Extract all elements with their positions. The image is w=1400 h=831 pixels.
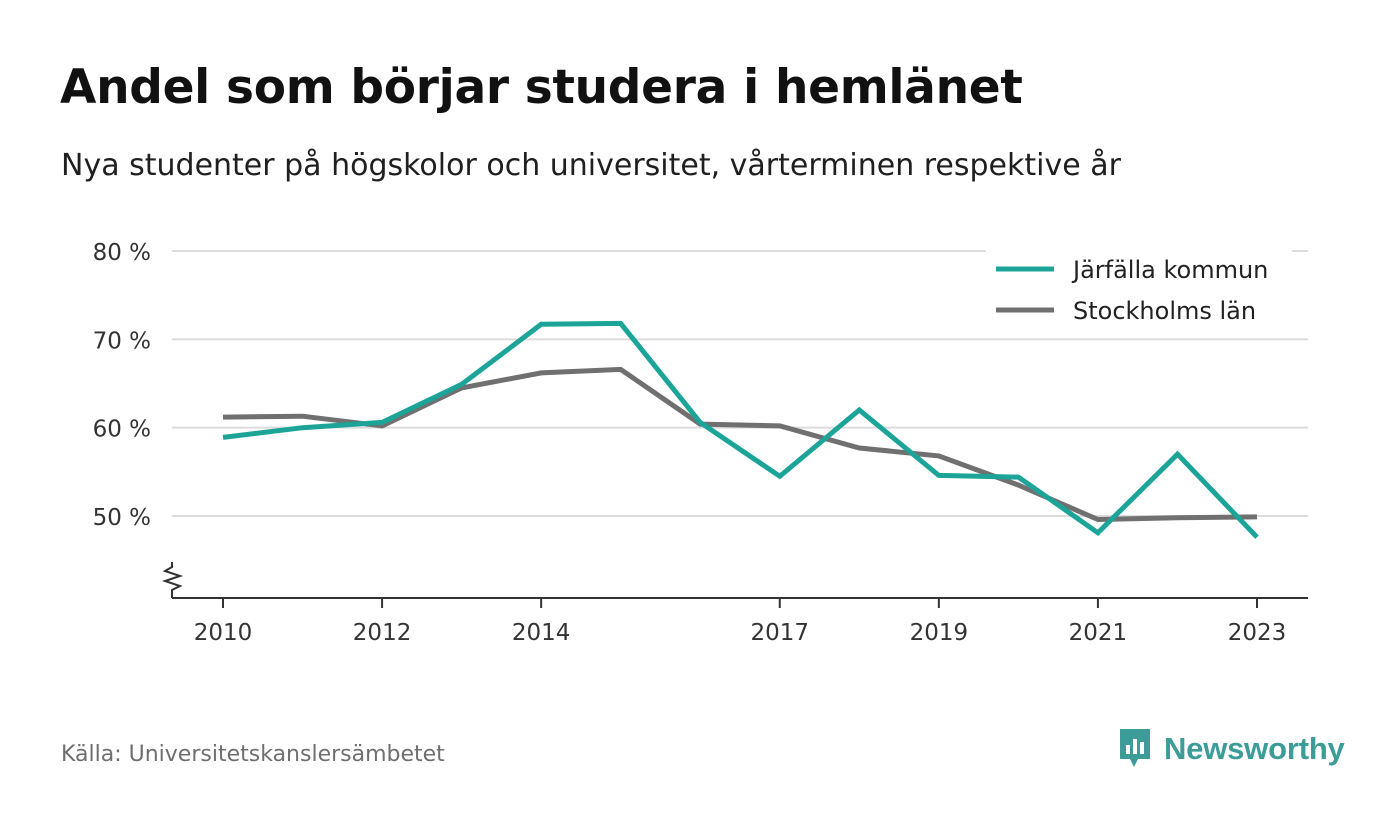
legend-box xyxy=(986,248,1292,336)
chart-title: Andel som börjar studera i hemlänet xyxy=(60,60,1023,115)
y-tick-label: 60 % xyxy=(93,417,151,443)
x-tick-label: 2021 xyxy=(1069,620,1128,646)
chart-subtitle: Nya studenter på högskolor och universit… xyxy=(61,148,1121,183)
brand-name: Newsworthy xyxy=(1164,731,1345,766)
legend-label: Järfälla kommun xyxy=(1071,256,1268,284)
legend-label: Stockholms län xyxy=(1073,297,1256,325)
series-line-stockholms-län xyxy=(222,366,1258,523)
y-tick-label: 50 % xyxy=(93,505,151,531)
x-tick-label: 2012 xyxy=(353,620,412,646)
brand-logo: Newsworthy xyxy=(1118,727,1345,771)
axes: 50 % 60 % 70 % 80 % 2010 2012 2014 2017 2019 2021… xyxy=(93,240,1308,646)
newsworthy-logo-icon xyxy=(1120,729,1150,767)
x-tick-label: 2019 xyxy=(910,620,969,646)
legend: Järfälla kommun Stockholms län xyxy=(986,248,1292,336)
series-line-järfälla-kommun xyxy=(222,320,1259,539)
x-tick-label: 2010 xyxy=(194,620,253,646)
y-tick-label: 70 % xyxy=(93,328,151,354)
y-axis-break-icon xyxy=(161,562,184,598)
x-tick-label: 2023 xyxy=(1228,620,1287,646)
y-tick-label: 80 % xyxy=(93,240,151,266)
x-tick-label: 2014 xyxy=(512,620,571,646)
source-note: Källa: Universitetskanslersämbetet xyxy=(61,742,445,767)
x-tick-label: 2017 xyxy=(750,620,809,646)
series-lines xyxy=(222,320,1259,539)
